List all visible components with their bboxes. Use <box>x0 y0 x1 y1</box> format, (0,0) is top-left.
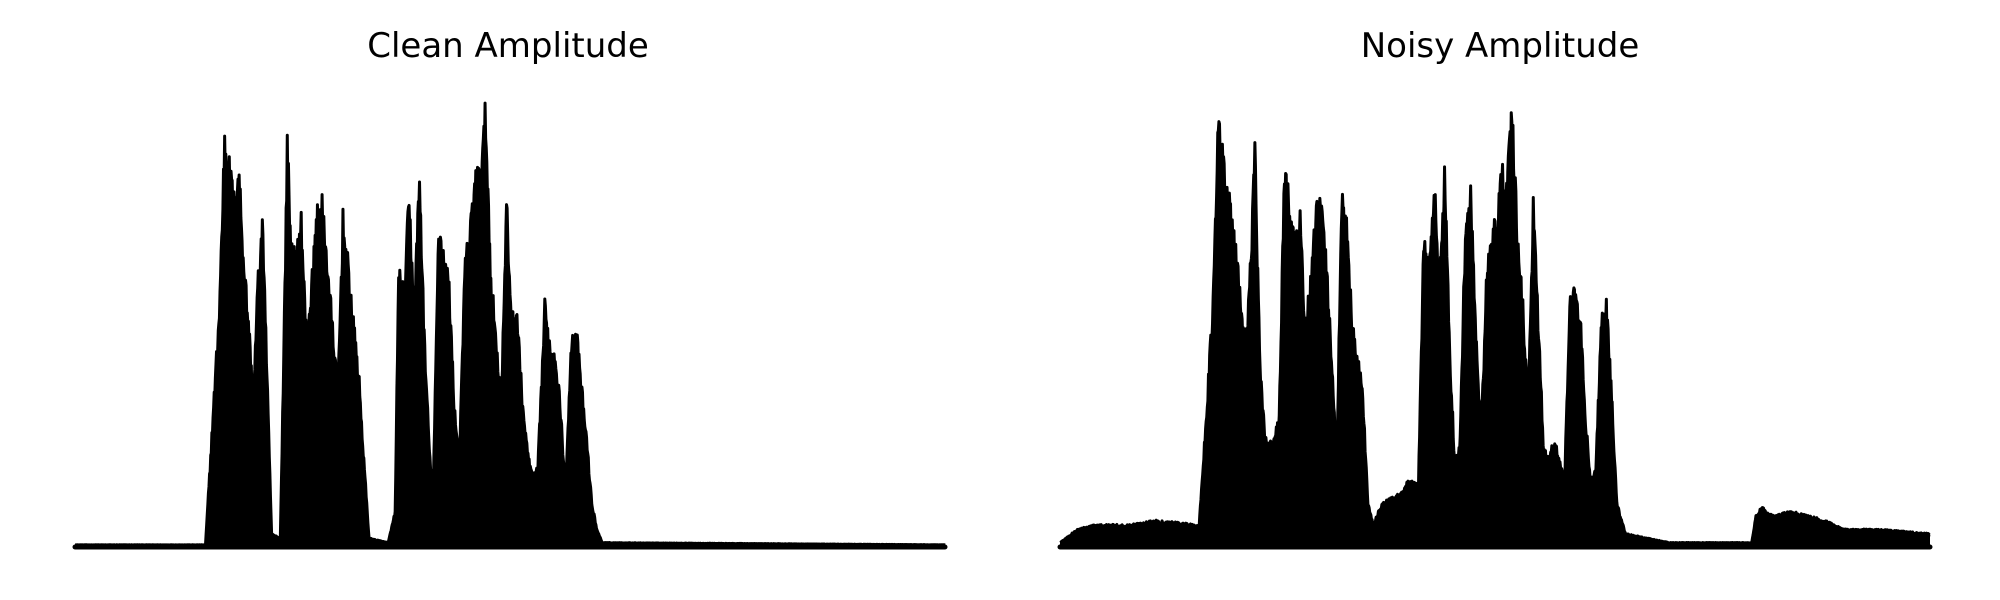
chart-title: Noisy Amplitude <box>1360 26 1640 66</box>
noisy-amplitude-panel: Noisy Amplitude <box>1000 0 2000 600</box>
amplitude-line <box>74 101 946 547</box>
clean-amplitude-plot <box>72 101 948 550</box>
clean-amplitude-panel: Clean Amplitude <box>72 26 948 550</box>
noisy-amplitude-plot <box>1057 111 1933 550</box>
amplitude-area <box>1060 112 1930 548</box>
amplitude-line <box>1059 111 1931 545</box>
chart-title: Clean Amplitude <box>367 26 649 66</box>
